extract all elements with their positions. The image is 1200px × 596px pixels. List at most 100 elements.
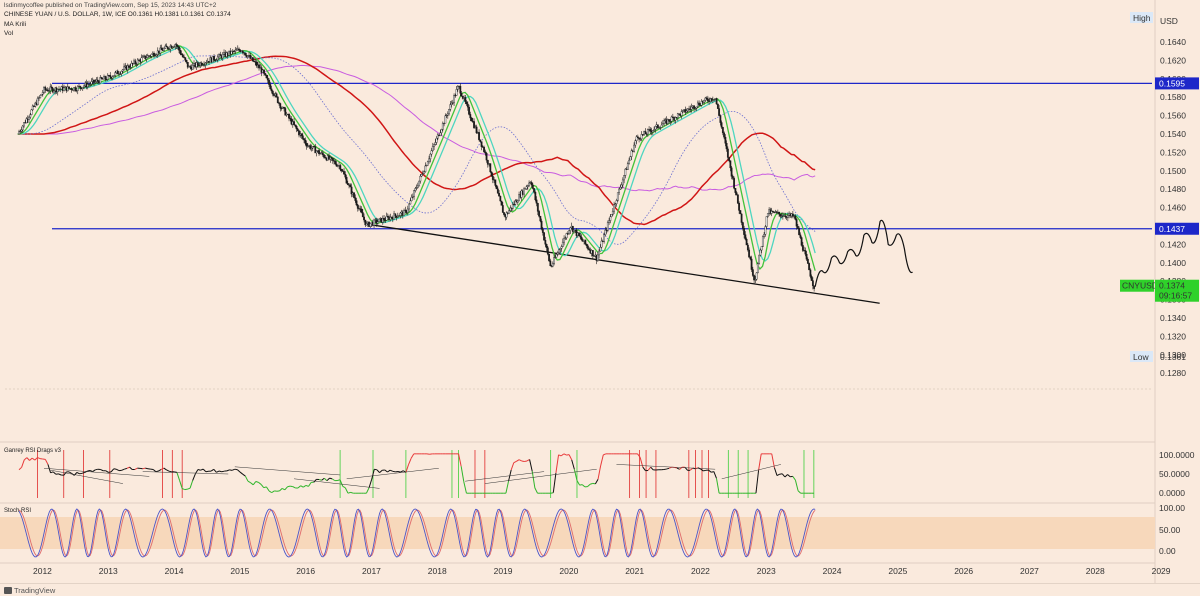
rsi-trendline-2: [234, 466, 341, 476]
candle-body-340: [443, 123, 445, 125]
candle-body-130: [180, 53, 183, 56]
candle-body-412: [533, 188, 535, 193]
candle-body-192: [258, 64, 260, 69]
candle-body-544: [698, 102, 701, 106]
rsi-segment-69: [200, 468, 204, 471]
symbol-title: CHINESE YUAN / U.S. DOLLAR, 1W, ICE O0.1…: [4, 11, 231, 18]
candle-body-332: [433, 144, 435, 147]
candle-body-79: [116, 70, 119, 75]
candle-body-565: [724, 136, 727, 144]
candle-body-2: [20, 129, 23, 132]
candle-body-505: [649, 129, 652, 132]
candle-body-329: [429, 153, 432, 160]
candle-body-176: [238, 48, 240, 51]
candle-body-366: [475, 126, 478, 134]
rsi-segment-132: [365, 487, 370, 494]
candle-body-508: [653, 129, 655, 131]
candle-body-230: [305, 143, 308, 147]
candle-body-493: [634, 140, 637, 146]
indicator-vol[interactable]: Vol: [4, 30, 14, 37]
candle-body-84: [123, 66, 125, 70]
candle-body-51: [81, 86, 84, 89]
candle-body-546: [700, 101, 703, 106]
candle-body-342: [445, 115, 448, 117]
candle-body-65: [99, 77, 102, 84]
candle-body-558: [715, 98, 718, 105]
candle-body-102: [145, 57, 148, 60]
candle-body-229: [304, 139, 307, 144]
candle-body-622: [795, 219, 798, 227]
rsi-segment-118: [329, 477, 333, 480]
candle-body-49: [79, 85, 82, 88]
candle-body-393: [509, 207, 512, 211]
candle-body-109: [154, 55, 157, 57]
candle-body-341: [444, 115, 447, 124]
rsi-segment-60: [176, 472, 181, 481]
indicator-ma[interactable]: MA Krili: [4, 21, 27, 28]
candle-body-530: [680, 111, 683, 116]
rsi-panel-title[interactable]: Ganrey RSI Drags v3: [4, 448, 62, 454]
level-tag-bg-0: [1155, 77, 1199, 90]
rsi-segment-115: [321, 477, 325, 481]
candle-body-233: [309, 145, 312, 150]
candle-body-95: [136, 59, 139, 65]
candle-body-150: [205, 62, 208, 64]
rsi-segment-219: [594, 479, 599, 485]
candle-body-260: [343, 171, 345, 175]
year-tick-label: 2019: [494, 566, 513, 576]
candle-body-337: [439, 132, 442, 136]
rsi-segment-205: [558, 454, 562, 457]
candle-body-190: [255, 61, 258, 66]
candle-body-519: [666, 119, 669, 124]
candle-body-354: [460, 93, 463, 97]
rsi-segment-126: [350, 491, 354, 494]
candle-body-236: [313, 146, 315, 148]
candle-body-343: [446, 113, 449, 116]
candle-body-475: [611, 210, 614, 215]
candle-body-525: [674, 117, 677, 121]
candle-body-416: [538, 211, 540, 217]
rsi-segment-95: [268, 490, 272, 494]
candle-body-588: [753, 275, 756, 281]
rsi-segment-221: [600, 454, 604, 466]
candle-body-99: [141, 56, 144, 59]
candle-body-93: [134, 60, 137, 64]
price-tick-label: 0.1500: [1160, 166, 1186, 176]
price-tick-label: 0.1480: [1160, 184, 1186, 194]
candle-body-350: [455, 89, 458, 96]
candle-body-476: [613, 204, 615, 212]
rsi-segment-295: [794, 479, 799, 491]
candle-body-432: [558, 249, 560, 253]
year-tick-label: 2012: [33, 566, 52, 576]
rsi-segment-96: [271, 490, 275, 494]
candle-body-328: [428, 158, 430, 163]
candle-body-206: [275, 93, 278, 98]
candle-body-577: [739, 210, 742, 215]
rsi-segment-148: [408, 458, 412, 465]
candle-body-361: [469, 114, 472, 119]
rsi-trendline-3: [346, 467, 439, 480]
candle-body-6: [25, 118, 28, 123]
candle-body-538: [690, 106, 693, 110]
price-tick-label: 0.1460: [1160, 203, 1186, 213]
candle-body-567: [726, 148, 729, 158]
candle-body-520: [668, 119, 671, 122]
candle-body-568: [728, 157, 731, 161]
year-tick-label: 2024: [823, 566, 842, 576]
candle-body-319: [416, 185, 419, 188]
rsi-segment-1: [21, 459, 25, 468]
candle-body-516: [663, 120, 665, 124]
candle-body-534: [685, 110, 688, 113]
rsi-segment-27: [89, 470, 93, 473]
candle-body-425: [549, 260, 552, 267]
candle-body-314: [410, 197, 413, 202]
candle-body-494: [635, 136, 638, 141]
rsi-segment-116: [323, 477, 328, 482]
stoch-panel-title[interactable]: Stoch RSI: [4, 508, 32, 514]
candle-body-598: [765, 216, 768, 227]
rsi-segment-203: [552, 472, 557, 493]
candle-body-489: [629, 156, 632, 161]
candle-body-81: [119, 73, 122, 75]
rsi-segment-119: [331, 478, 336, 482]
